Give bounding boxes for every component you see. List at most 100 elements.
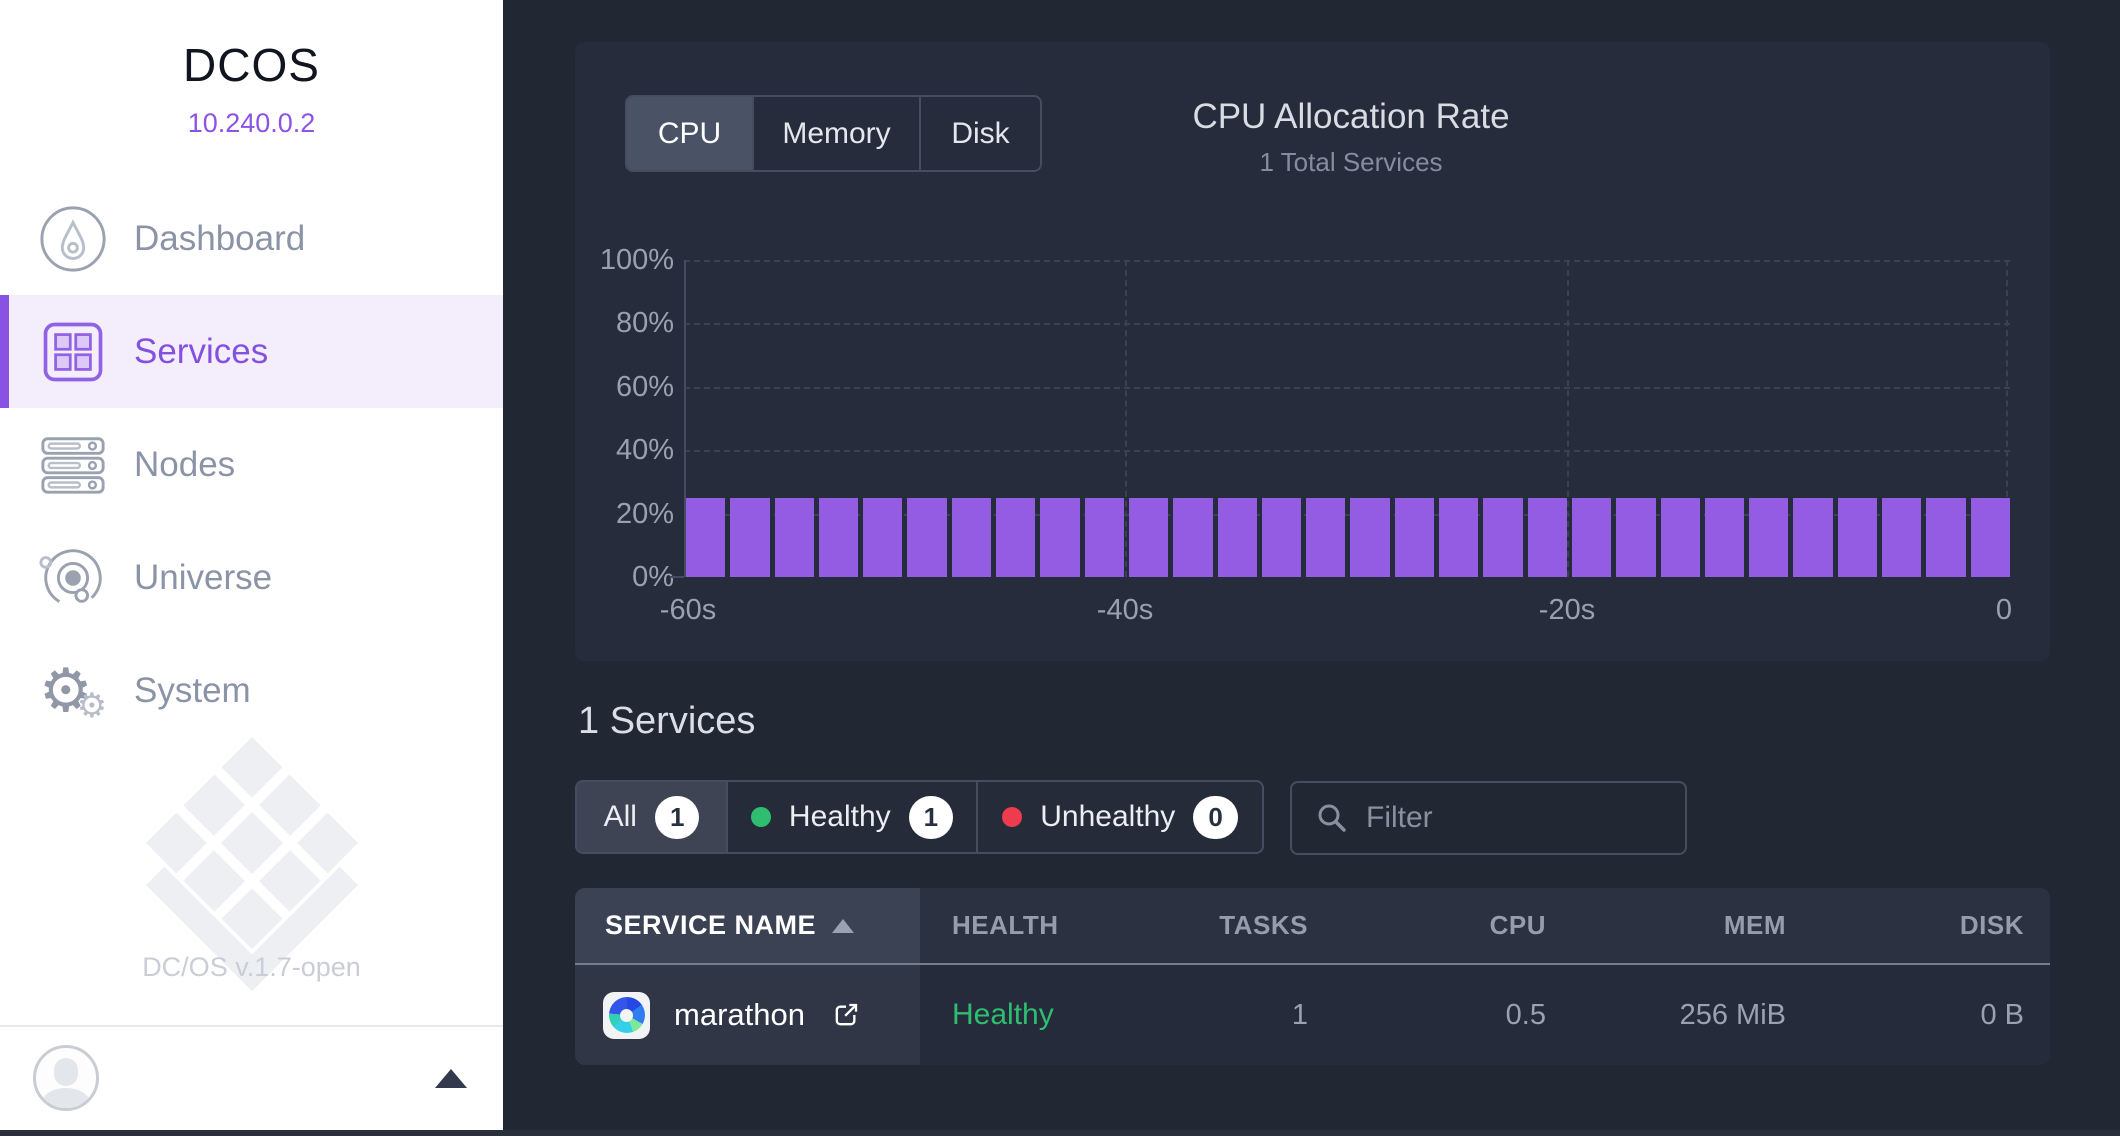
filter-all-button[interactable]: All 1: [577, 782, 728, 852]
bar: [1394, 497, 1435, 577]
chart-title-block: CPU Allocation Rate 1 Total Services: [1151, 97, 1551, 178]
marathon-app-icon: [603, 991, 650, 1039]
x-tick: -20s: [1538, 594, 1596, 626]
bar: [686, 497, 726, 577]
bar: [863, 497, 903, 577]
sidebar-footer: [0, 1025, 503, 1130]
bar: [1837, 497, 1878, 577]
filter-count-badge: 0: [1193, 795, 1238, 839]
service-name[interactable]: marathon: [674, 997, 805, 1032]
sidebar-item-system[interactable]: ⚙ ⚙ System: [0, 634, 503, 747]
dcos-logo-icon: [137, 736, 367, 992]
tab-cpu[interactable]: CPU: [627, 97, 754, 170]
bar: [1660, 497, 1700, 577]
bar: [951, 497, 992, 577]
mem-cell: 256 MiB: [1679, 998, 1786, 1031]
bar: [1616, 497, 1656, 577]
search-icon: [1316, 802, 1348, 834]
filter-healthy-button[interactable]: Healthy 1: [728, 782, 978, 852]
dcos-watermark: [0, 736, 503, 992]
y-tick: 40%: [615, 434, 674, 466]
sidebar-item-label: Nodes: [134, 444, 236, 484]
cpu-cell: 0.5: [1505, 998, 1546, 1031]
x-tick: 0: [1995, 594, 2013, 626]
filter-label: All: [603, 800, 637, 833]
service-name-cell[interactable]: marathon: [575, 965, 920, 1065]
bar: [1173, 497, 1213, 577]
sidebar-item-label: Services: [134, 331, 269, 371]
sidebar-item-universe[interactable]: Universe: [0, 521, 503, 634]
bar: [1040, 497, 1080, 577]
bar: [1704, 497, 1745, 577]
y-axis-line: [684, 260, 686, 577]
column-header-cpu[interactable]: CPU: [1489, 910, 1546, 940]
filter-input[interactable]: [1366, 801, 1685, 835]
sidebar-nav: Dashboard Services: [0, 182, 503, 747]
user-avatar[interactable]: [33, 1045, 99, 1111]
filter-search-box: [1290, 781, 1687, 855]
bar: [730, 497, 770, 577]
tasks-cell: 1: [1291, 998, 1308, 1031]
sidebar-item-nodes[interactable]: Nodes: [0, 408, 503, 521]
column-header-disk[interactable]: DISK: [1959, 910, 2024, 940]
bar-chart-plot: [670, 260, 2010, 578]
health-cell: Healthy: [952, 998, 1054, 1031]
column-header-service-name[interactable]: SERVICE NAME: [575, 888, 920, 963]
bar: [1571, 497, 1612, 577]
allocation-chart-panel: CPU Memory Disk CPU Allocation Rate 1 To…: [575, 42, 2050, 661]
services-grid-icon: [36, 315, 110, 389]
bar: [1350, 497, 1390, 577]
bar: [774, 497, 814, 577]
version-label: DC/OS v.1.7-open: [142, 952, 361, 982]
services-count-heading: 1 Services: [578, 700, 756, 742]
external-link-icon[interactable]: [831, 1000, 861, 1030]
y-tick: 0%: [632, 561, 674, 593]
system-gears-icon: ⚙ ⚙: [38, 656, 108, 725]
column-header-tasks[interactable]: TASKS: [1219, 910, 1308, 940]
tab-disk[interactable]: Disk: [951, 116, 1010, 150]
resource-tabs: CPU Memory Disk: [625, 95, 1042, 172]
bar: [1527, 497, 1567, 577]
gauge-icon: [36, 202, 110, 276]
column-header-health[interactable]: HEALTH: [952, 910, 1059, 940]
bar: [907, 497, 947, 577]
filter-count-badge: 1: [654, 795, 700, 839]
sort-asc-icon: [832, 918, 855, 933]
main-content: CPU Memory Disk CPU Allocation Rate 1 To…: [503, 0, 2120, 1130]
sidebar-item-dashboard[interactable]: Dashboard: [0, 182, 503, 295]
bar: [1882, 497, 1922, 577]
filter-count-badge: 1: [908, 795, 954, 839]
sidebar: DCOS 10.240.0.2 Dashboard: [0, 0, 503, 1130]
column-header-mem[interactable]: MEM: [1723, 910, 1786, 940]
cluster-ip[interactable]: 10.240.0.2: [187, 108, 316, 138]
health-filter-group: All 1 Healthy 1 Unhealthy 0: [575, 780, 1264, 854]
sidebar-item-label: Dashboard: [134, 218, 306, 258]
table-header: SERVICE NAME HEALTH TASKS CPU MEM DISK: [575, 888, 2050, 965]
bar: [1970, 497, 2010, 577]
sidebar-item-services[interactable]: Services: [0, 295, 503, 408]
table-row: marathon Healthy 1 0.5 256 MiB 0 B: [575, 965, 2050, 1065]
healthy-dot-icon: [750, 807, 771, 827]
x-axis-labels: -60s -40s -20s 0: [660, 594, 2013, 634]
services-table: SERVICE NAME HEALTH TASKS CPU MEM DISK m…: [575, 888, 2050, 1065]
caret-up-icon[interactable]: [435, 1069, 467, 1088]
y-tick: 100%: [599, 244, 674, 276]
sidebar-item-label: System: [134, 670, 251, 710]
app-title: DCOS: [183, 39, 320, 91]
sidebar-item-label: Universe: [134, 557, 273, 597]
bar: [1084, 497, 1124, 577]
x-tick: -40s: [1096, 594, 1154, 626]
brand: DCOS 10.240.0.2: [0, 38, 503, 139]
bar: [1306, 497, 1346, 577]
chart-title: CPU Allocation Rate: [1192, 97, 1510, 136]
bar: [1261, 497, 1302, 577]
y-axis-labels: 100% 80% 60% 40% 20% 0%: [575, 244, 674, 593]
y-tick: 60%: [615, 371, 674, 403]
bars: [686, 260, 2010, 577]
bar: [1926, 497, 1966, 577]
filter-label: Healthy: [788, 800, 891, 833]
filter-unhealthy-button[interactable]: Unhealthy 0: [978, 782, 1262, 852]
tab-memory[interactable]: Memory: [754, 97, 921, 170]
bar: [1793, 497, 1833, 577]
y-tick: 20%: [615, 498, 674, 530]
